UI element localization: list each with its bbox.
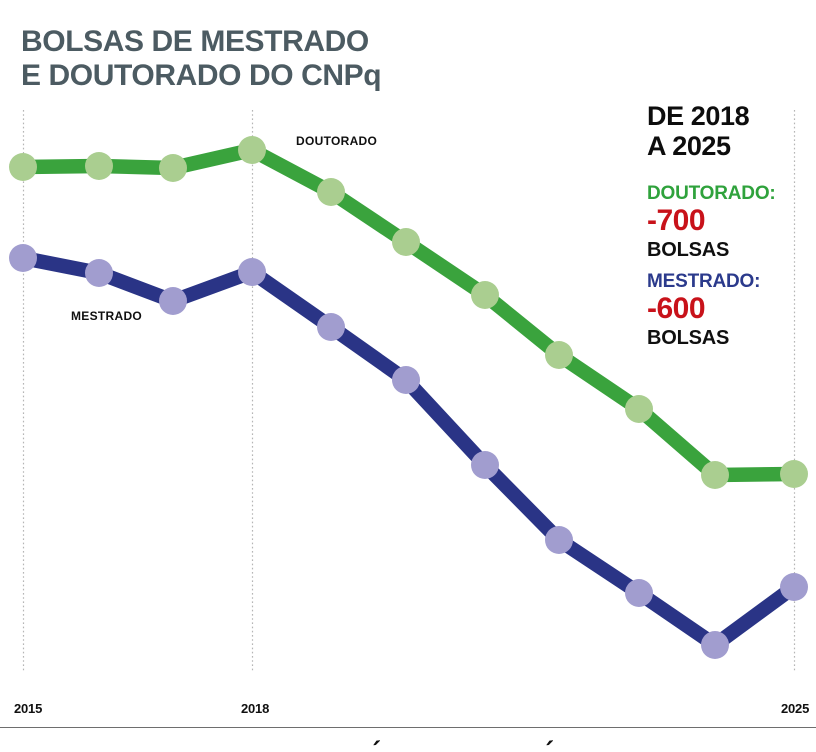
- annotation-heading-line1: DE 2018: [647, 101, 750, 131]
- annotation-mestrado-unit: BOLSAS: [647, 327, 730, 350]
- mestrado-marker-2016: [85, 259, 113, 287]
- annotation-doutorado-unit: BOLSAS: [647, 239, 730, 262]
- doutorado-marker-2024: [701, 461, 729, 489]
- mestrado-marker-2025: [780, 573, 808, 601]
- doutorado-marker-2016: [85, 152, 113, 180]
- annotation-mestrado-label: MESTRADO:: [647, 271, 761, 293]
- annotation-doutorado-label: DOUTORADO:: [647, 183, 776, 205]
- mestrado-marker-2015: [9, 244, 37, 272]
- doutorado-marker-2019: [317, 178, 345, 206]
- series-label-doutorado: DOUTORADO: [296, 134, 378, 148]
- doutorado-marker-2018: [238, 136, 266, 164]
- annotation-heading: DE 2018 A 2025: [647, 101, 813, 161]
- x-axis-tick-2015: 2015: [14, 701, 43, 716]
- bottom-axis-rule: [0, 727, 816, 728]
- chart-title-line1: BOLSAS DE MESTRADO: [21, 25, 369, 59]
- annotation-panel: DE 2018 A 2025 DOUTORADO: -700 BOLSAS ME…: [647, 101, 813, 350]
- doutorado-marker-2020: [392, 228, 420, 256]
- mestrado-marker-2024: [701, 631, 729, 659]
- chart-title-line2: E DOUTORADO DO CNPq: [21, 59, 382, 93]
- doutorado-marker-2022: [545, 341, 573, 369]
- x-axis-tick-2018: 2018: [241, 701, 270, 716]
- annotation-heading-line2: A 2025: [647, 130, 731, 161]
- doutorado-marker-2015: [9, 153, 37, 181]
- mestrado-marker-2021: [471, 451, 499, 479]
- doutorado-marker-2025: [780, 460, 808, 488]
- doutorado-marker-2021: [471, 281, 499, 309]
- annotation-mestrado-value: -600: [647, 292, 706, 326]
- mestrado-marker-2020: [392, 366, 420, 394]
- mestrado-marker-2023: [625, 579, 653, 607]
- doutorado-marker-2023: [625, 395, 653, 423]
- chart-title: BOLSAS DE MESTRADO E DOUTORADO DO CNPq: [21, 25, 382, 93]
- series-label-mestrado: MESTRADO: [71, 309, 143, 323]
- mestrado-marker-2022: [545, 526, 573, 554]
- mestrado-marker-2017: [159, 287, 187, 315]
- doutorado-marker-2017: [159, 154, 187, 182]
- mestrado-marker-2018: [238, 258, 266, 286]
- annotation-doutorado-value: -700: [647, 204, 706, 238]
- mestrado-marker-2019: [317, 313, 345, 341]
- x-axis-tick-2025: 2025: [781, 701, 810, 716]
